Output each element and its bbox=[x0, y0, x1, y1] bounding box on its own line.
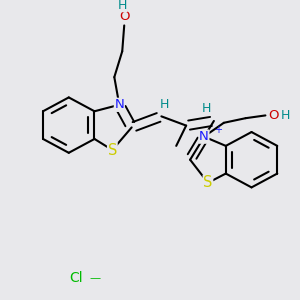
Text: +: + bbox=[214, 125, 222, 135]
Text: H: H bbox=[201, 103, 211, 116]
Text: H: H bbox=[118, 0, 127, 12]
Text: Cl: Cl bbox=[69, 271, 82, 285]
Text: S: S bbox=[108, 142, 117, 158]
Text: H: H bbox=[280, 109, 290, 122]
Text: N: N bbox=[199, 130, 209, 143]
Text: —: — bbox=[90, 273, 101, 283]
Text: N: N bbox=[114, 98, 124, 111]
Text: H: H bbox=[160, 98, 169, 111]
Text: O: O bbox=[119, 10, 130, 23]
Text: S: S bbox=[203, 175, 213, 190]
Text: O: O bbox=[268, 109, 279, 122]
